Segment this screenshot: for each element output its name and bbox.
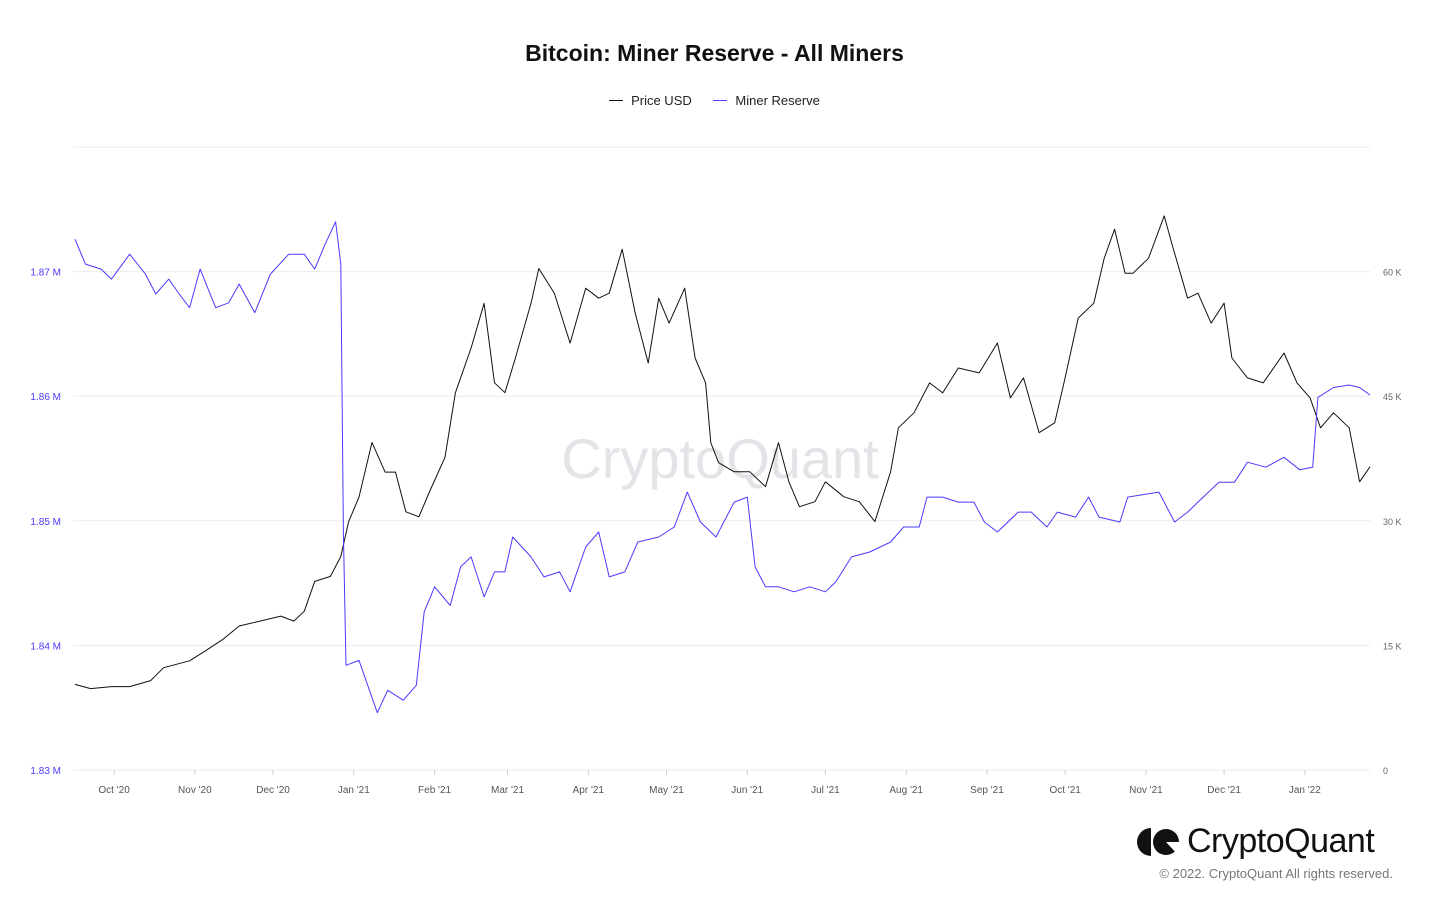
- copyright: © 2022. CryptoQuant All rights reserved.: [1159, 866, 1393, 881]
- x-tick-label: Jan '22: [1289, 785, 1321, 796]
- series-line-price-usd: [74, 215, 1371, 690]
- x-tick-label: Mar '21: [491, 785, 524, 796]
- legend-swatch-miner-reserve: [713, 100, 728, 101]
- legend-label-miner-reserve: Miner Reserve: [735, 93, 820, 108]
- y-left-tick-label: 1.87 M: [30, 268, 61, 279]
- y-right-tick-label: 45 K: [1383, 392, 1402, 402]
- legend: Price USD Miner Reserve: [0, 89, 1429, 108]
- y-right-tick-label: 15 K: [1383, 641, 1402, 651]
- chart-title: Bitcoin: Miner Reserve - All Miners: [525, 40, 904, 66]
- x-tick-label: Apr '21: [573, 785, 605, 796]
- x-tick-label: Aug '21: [889, 785, 923, 796]
- y-left-tick-label: 1.86 M: [30, 392, 61, 403]
- x-tick-label: Sep '21: [970, 785, 1004, 796]
- x-tick-label: Feb '21: [418, 785, 451, 796]
- x-tick-label: Jan '21: [338, 785, 370, 796]
- x-tick-label: Dec '20: [256, 785, 290, 796]
- y-left-tick-label: 1.84 M: [30, 641, 61, 652]
- y-right-tick-label: 60 K: [1383, 268, 1402, 278]
- x-tick-label: Dec '21: [1207, 785, 1241, 796]
- y-right-tick-label: 0: [1383, 766, 1388, 776]
- x-tick-label: May '21: [649, 785, 684, 796]
- x-tick-label: Oct '20: [98, 785, 130, 796]
- y-right-tick-label: 30 K: [1383, 517, 1402, 527]
- legend-item-price[interactable]: Price USD: [609, 93, 692, 108]
- legend-swatch-price: [609, 100, 624, 101]
- x-tick-label: Jul '21: [811, 785, 840, 796]
- watermark: CryptoQuant: [561, 427, 879, 490]
- legend-item-miner-reserve[interactable]: Miner Reserve: [713, 93, 820, 108]
- y-left-tick-label: 1.85 M: [30, 517, 61, 528]
- x-tick-label: Nov '20: [178, 785, 212, 796]
- cryptoquant-logo: CryptoQuant: [1137, 822, 1375, 861]
- legend-label-price: Price USD: [631, 93, 692, 108]
- x-tick-label: Oct '21: [1049, 785, 1081, 796]
- series-line-miner-reserve: [74, 221, 1371, 714]
- y-left-tick-label: 1.83 M: [30, 766, 61, 777]
- x-tick-label: Jun '21: [731, 785, 763, 796]
- logo-text: CryptoQuant: [1187, 822, 1375, 860]
- cryptoquant-logo-icon: [1137, 827, 1179, 856]
- x-tick-label: Nov '21: [1129, 785, 1163, 796]
